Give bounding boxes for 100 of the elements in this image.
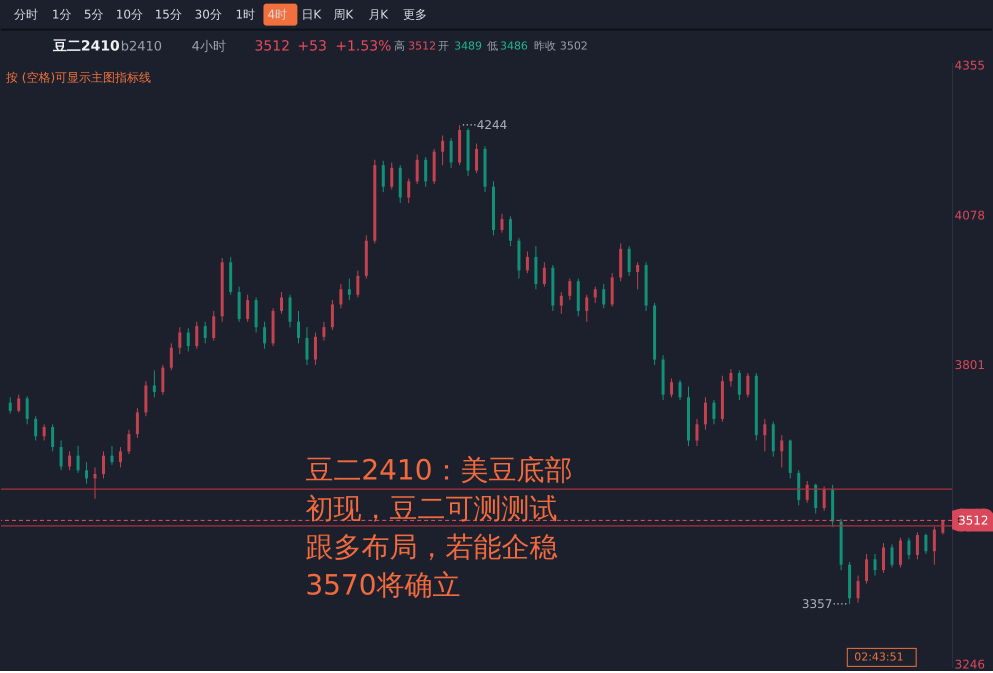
y-tick-label: 4078	[954, 208, 986, 222]
candlestick	[568, 278, 572, 301]
candlestick	[17, 394, 20, 413]
candlestick	[42, 424, 46, 442]
text: 开	[438, 40, 450, 53]
text: 5分	[84, 8, 104, 22]
candlestick	[118, 446, 122, 468]
candlestick	[856, 575, 860, 604]
candlestick	[450, 138, 453, 168]
candlestick	[51, 424, 54, 452]
annotation: 按 (空格)可显示主图指标线	[6, 70, 152, 85]
candlestick	[916, 532, 919, 560]
candlestick	[424, 156, 428, 188]
annotation: 02:43:51	[854, 650, 904, 664]
candlestick	[212, 310, 216, 342]
text: 4时	[267, 8, 288, 22]
candlestick	[263, 321, 266, 350]
candlestick	[729, 368, 732, 388]
candlestick	[806, 480, 809, 504]
candlestick	[204, 321, 207, 344]
candlestick	[94, 467, 97, 500]
candlestick	[602, 283, 606, 309]
candlestick	[322, 321, 326, 342]
y-tick-label: 3246	[954, 658, 986, 672]
candlestick	[814, 483, 818, 514]
candlestick	[670, 378, 674, 398]
candlestick	[882, 542, 885, 574]
candlestick	[68, 450, 72, 471]
y-tick-label: 4355	[954, 58, 986, 73]
candlestick	[60, 440, 63, 471]
candlestick	[330, 300, 334, 330]
candlestick	[695, 418, 698, 446]
candlestick	[746, 372, 750, 398]
candlestick	[407, 178, 410, 204]
candlestick	[932, 526, 936, 566]
candlestick	[348, 278, 351, 301]
candlestick	[924, 532, 928, 554]
candlestick	[500, 213, 504, 234]
candlestick	[780, 434, 784, 468]
text: 3489	[454, 40, 482, 53]
candlestick	[186, 328, 190, 352]
candlestick	[907, 537, 910, 560]
candlestick	[542, 262, 546, 288]
annotation: ····4244	[462, 118, 508, 132]
candlestick	[874, 553, 877, 576]
candlestick	[475, 143, 478, 174]
text: 3502	[560, 40, 588, 53]
annotation: 豆二2410：美豆底部初现，豆二可测测试跟多布局，若能企稳3570将确立	[305, 454, 572, 602]
text: 更多	[403, 8, 428, 22]
candlestick	[594, 286, 597, 304]
text: 月K	[368, 8, 390, 22]
candlestick	[136, 408, 139, 438]
candlestick	[704, 396, 707, 430]
candlestick	[628, 246, 631, 276]
text: 4小时	[192, 40, 226, 55]
candlestick	[390, 162, 394, 190]
candlestick	[738, 370, 741, 401]
text: 3486	[500, 40, 528, 53]
candlestick	[314, 332, 317, 366]
text: 分时	[14, 8, 38, 22]
candlestick	[865, 553, 868, 584]
text: 1时	[236, 8, 256, 22]
candlestick	[822, 486, 826, 512]
text: 3512	[254, 38, 290, 55]
y-tick-label: 3801	[954, 358, 986, 372]
chart-title: 豆二2410	[52, 38, 120, 55]
candlestick	[280, 292, 284, 314]
text: +1.53%	[335, 38, 392, 55]
text: 周K	[333, 8, 354, 22]
candlestick	[102, 450, 105, 479]
candlestick	[526, 251, 529, 274]
candlestick	[890, 544, 894, 568]
text: 昨收	[534, 40, 556, 53]
candlestick	[382, 160, 385, 193]
text: 3512	[408, 40, 436, 53]
text: 10分	[116, 8, 143, 22]
candlestick	[560, 292, 563, 314]
candlestick	[712, 400, 716, 425]
text: 日K	[301, 8, 322, 22]
candlestick	[636, 262, 640, 290]
candlestick	[296, 310, 300, 344]
candlestick	[170, 342, 173, 371]
candlestick	[585, 294, 588, 322]
text: b2410	[120, 40, 162, 55]
candlestick	[356, 270, 360, 298]
text: 15分	[154, 8, 182, 22]
candlestick	[441, 134, 444, 166]
annotation: 3357····	[802, 597, 848, 612]
candlestick	[339, 283, 342, 309]
text: 低	[487, 40, 498, 53]
candlestick	[85, 462, 88, 484]
candlestick	[508, 216, 512, 247]
candlestick	[152, 370, 156, 398]
candlestick	[8, 396, 12, 414]
text: 30分	[194, 8, 222, 22]
candlestick	[34, 416, 38, 442]
text: 1分	[52, 8, 72, 22]
candlestick	[110, 445, 114, 466]
candlestick	[76, 445, 80, 474]
candlestick	[416, 154, 419, 185]
